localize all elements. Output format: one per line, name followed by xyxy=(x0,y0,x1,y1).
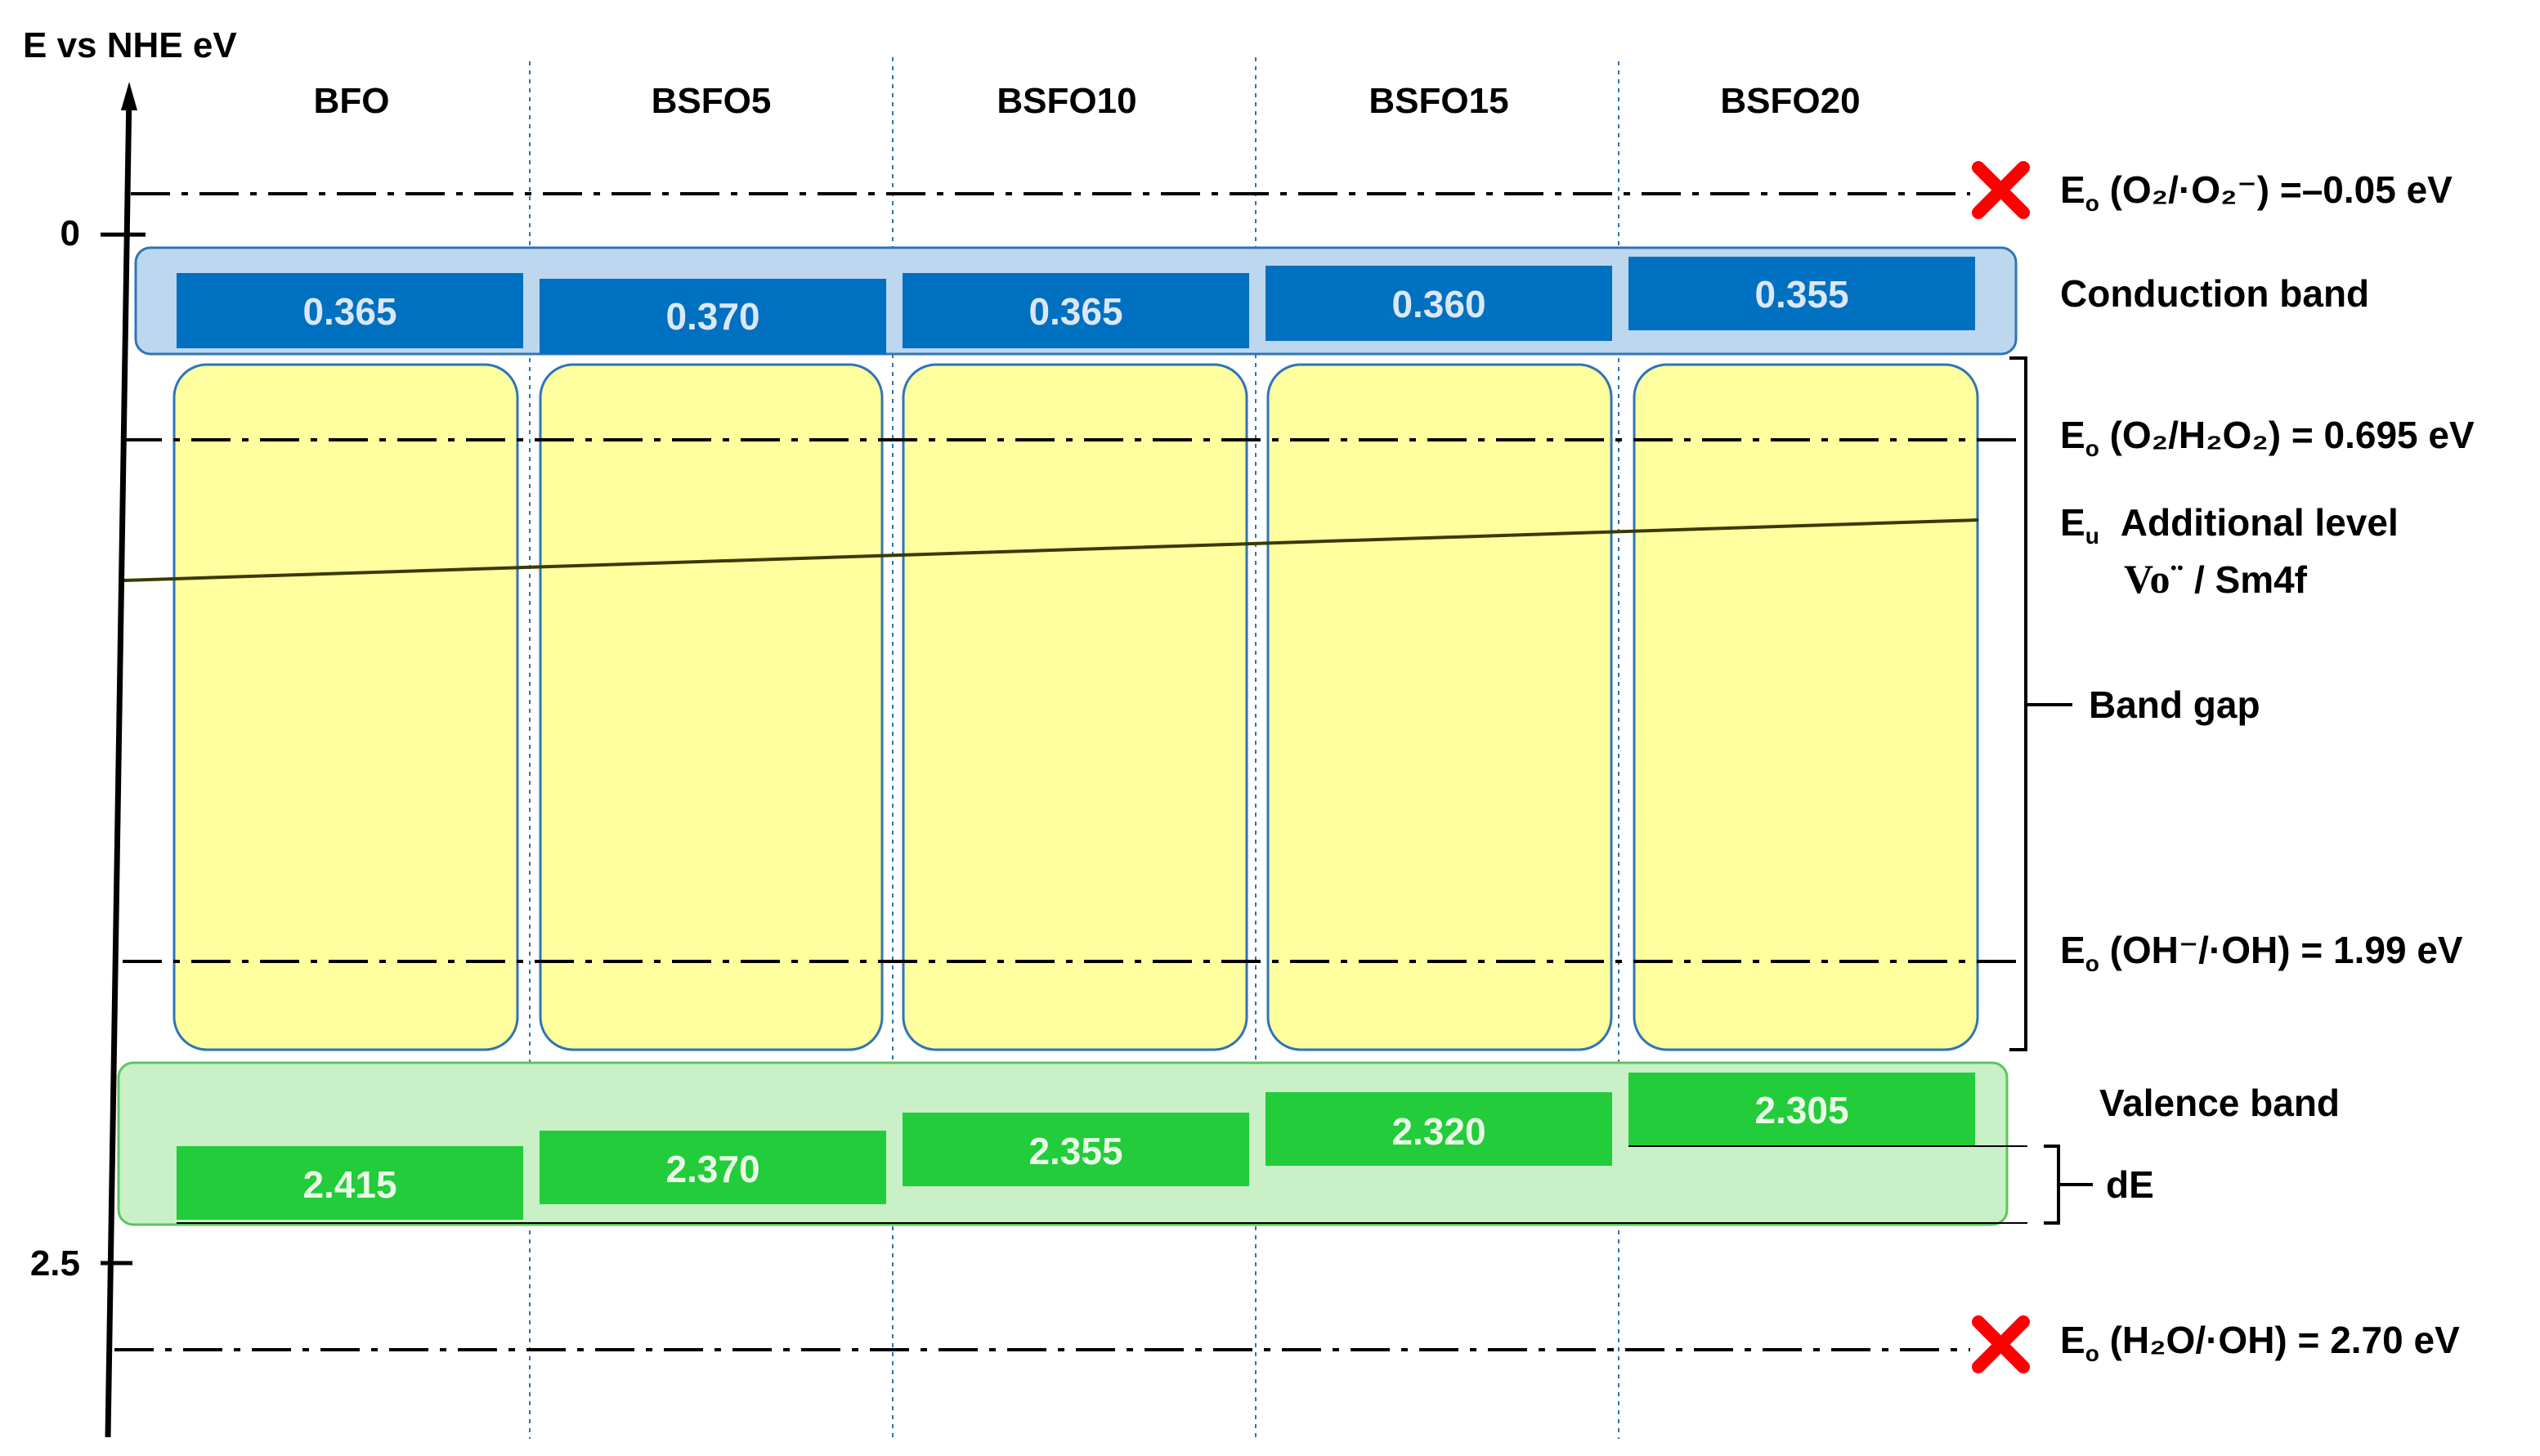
vo-sm4f-label: Vo¨ / Sm4f xyxy=(2124,556,2308,602)
vb-bar xyxy=(177,1146,523,1220)
cb-value: 0.365 xyxy=(302,290,396,333)
axis-title: E vs NHE eV xyxy=(23,25,237,65)
vb-value: 2.320 xyxy=(1391,1110,1485,1153)
axis-arrow-icon xyxy=(121,82,137,110)
cb-values: 0.365 0.370 0.365 0.360 0.355 xyxy=(302,273,1848,338)
band-gap-box xyxy=(902,363,1248,1051)
cb-value: 0.365 xyxy=(1028,290,1122,333)
cross-icon xyxy=(1972,161,2030,219)
sample-header: BSFO10 xyxy=(997,81,1136,121)
sample-headers: BFO BSFO5 BSFO10 BSFO15 BSFO20 xyxy=(314,81,1861,121)
band-gap-box xyxy=(1633,363,1979,1051)
de-bracket xyxy=(2044,1145,2060,1225)
band-gap-box xyxy=(1266,363,1613,1051)
sample-header: BSFO5 xyxy=(652,81,772,121)
band-gap-label: Band gap xyxy=(2089,683,2260,726)
conduction-bands xyxy=(177,257,1975,354)
potential-lines xyxy=(114,192,2019,1351)
energy-axis xyxy=(105,91,132,1438)
sample-header: BSFO15 xyxy=(1369,81,1508,121)
cb-value: 0.370 xyxy=(665,295,759,338)
cb-bar xyxy=(1266,266,1612,341)
band-gap-box xyxy=(172,363,519,1051)
additional-level-label: Eu Additional level xyxy=(2060,501,2399,549)
cb-bar xyxy=(540,279,886,354)
cb-bar xyxy=(903,273,1249,348)
band-gap-boxes xyxy=(172,363,1979,1051)
cross-icon xyxy=(1972,1315,2030,1373)
vb-bar xyxy=(903,1113,1249,1186)
sample-header: BFO xyxy=(314,81,390,121)
vb-value: 2.355 xyxy=(1028,1130,1122,1172)
vb-bar xyxy=(1628,1073,1975,1146)
de-label: dE xyxy=(2106,1163,2154,1206)
vb-value: 2.305 xyxy=(1754,1089,1848,1131)
tick-label: 2.5 xyxy=(30,1243,80,1284)
vb-values: 2.415 2.370 2.355 2.320 2.305 xyxy=(302,1089,1848,1206)
cb-value: 0.360 xyxy=(1391,283,1485,325)
additional-level-line xyxy=(123,518,1979,582)
vb-value: 2.415 xyxy=(302,1163,396,1206)
band-gap-bracket xyxy=(2009,356,2027,1051)
cb-bar xyxy=(1628,257,1975,330)
cb-bar xyxy=(177,273,523,348)
potential-label: Eo (OH⁻/·OH) = 1.99 eV xyxy=(2060,929,2463,976)
valence-bands xyxy=(177,1073,1975,1220)
potential-label: Eo (O₂/H₂O₂) = 0.695 eV xyxy=(2060,414,2475,461)
valence-band-label: Valence band xyxy=(2099,1082,2340,1124)
conduction-band-label: Conduction band xyxy=(2060,272,2369,315)
vb-bar xyxy=(540,1131,886,1204)
vb-value: 2.370 xyxy=(665,1148,759,1190)
band-gap-box xyxy=(539,363,884,1051)
sample-header: BSFO20 xyxy=(1720,81,1860,121)
potential-label: Eo (O₂/·O₂⁻) =–0.05 eV xyxy=(2060,168,2453,216)
potential-labels: Eo (O₂/·O₂⁻) =–0.05 eV Eo (O₂/H₂O₂) = 0.… xyxy=(2060,168,2475,1366)
potential-label: Eo (H₂O/·OH) = 2.70 eV xyxy=(2060,1319,2460,1366)
tick-label: 0 xyxy=(60,213,80,253)
cb-value: 0.355 xyxy=(1754,273,1848,316)
band-labels: Conduction band Eu Additional level Vo¨ /… xyxy=(2060,272,2399,1206)
vb-bar xyxy=(1266,1092,1612,1166)
